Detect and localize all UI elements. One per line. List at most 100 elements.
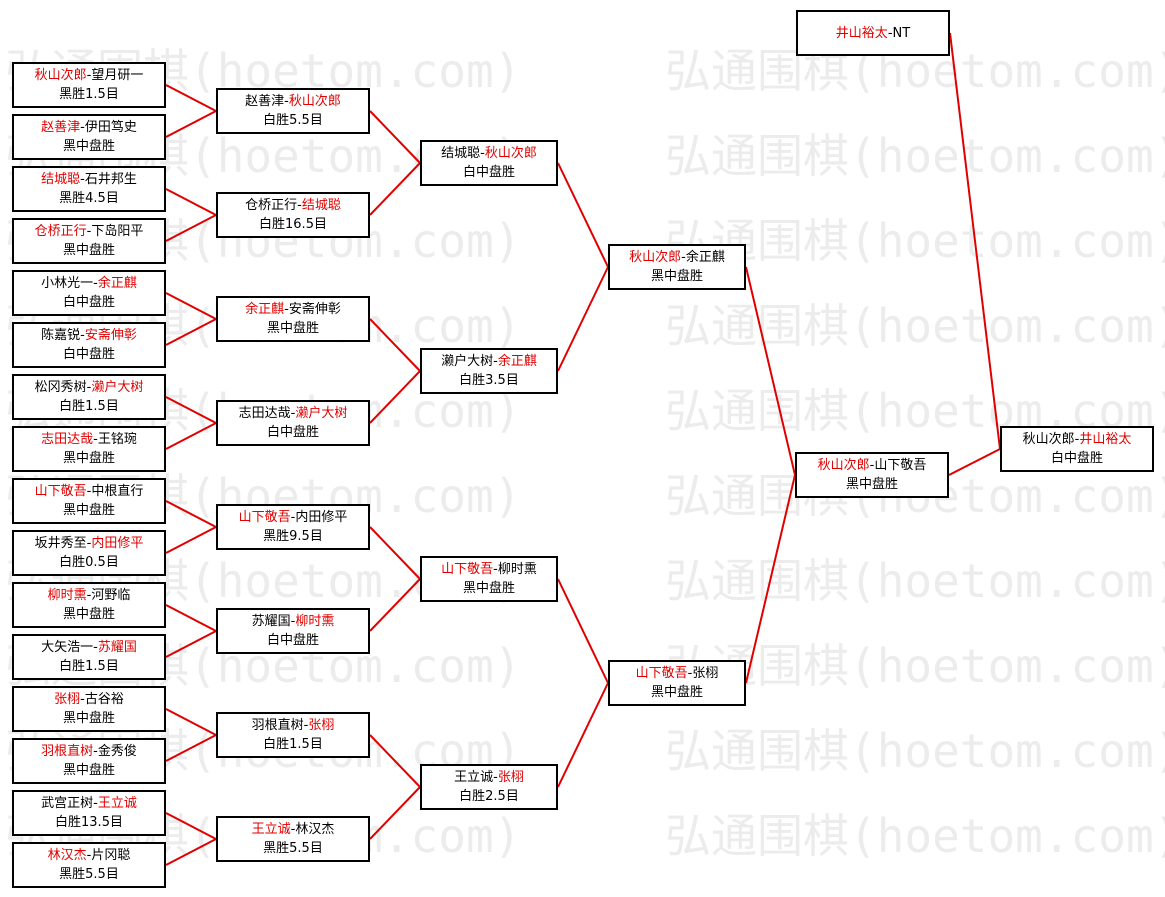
player-2: 片冈聪 — [91, 848, 131, 863]
match-result: 黑中盘胜 — [62, 503, 115, 518]
bracket-connector — [369, 370, 421, 424]
match-players: 陈嘉锐-安斋伸彰 — [41, 326, 137, 345]
match-box-round-2: 山下敬吾-内田修平 黑胜9.5目 — [216, 504, 370, 550]
match-result: 黑胜9.5目 — [263, 529, 323, 544]
player-1: 坂井秀至 — [34, 536, 87, 551]
match-box-round-2: 赵善津-秋山次郎 白胜5.5目 — [216, 88, 370, 134]
watermark-text: 弘通围棋(hoetom.com) — [665, 129, 1165, 183]
player-2: 望月研一 — [91, 68, 144, 83]
match-players: 苏耀国-柳时熏 — [252, 612, 335, 631]
bracket-connector — [165, 630, 217, 658]
separator: - — [93, 276, 98, 291]
player-2: 林汉杰 — [295, 822, 335, 837]
separator: - — [80, 120, 85, 135]
match-players: 结城聪-石井邦生 — [41, 170, 137, 189]
bracket-connector — [557, 578, 609, 684]
match-box-round-3: 结城聪-秋山次郎 白中盘胜 — [420, 140, 558, 186]
match-players: 王立诚-林汉杰 — [252, 820, 335, 839]
match-result: 黑胜5.5目 — [263, 841, 323, 856]
bracket-connector — [948, 448, 1001, 476]
match-players: 山下敬吾-中根直行 — [35, 482, 144, 501]
match-result: 黑胜4.5目 — [59, 191, 119, 206]
separator: - — [80, 172, 85, 187]
match-result: 黑中盘胜 — [650, 269, 703, 284]
player-1: 濑户大树 — [441, 354, 494, 369]
match-box-round-1: 武宫正树-王立诚 白胜13.5目 — [12, 790, 166, 836]
match-players: 坂井秀至-内田修平 — [35, 534, 144, 553]
player-2: 秋山次郎 — [484, 146, 537, 161]
player-2: 余正麒 — [497, 354, 537, 369]
separator: - — [297, 198, 302, 213]
match-result: 黑中盘胜 — [845, 477, 898, 492]
bracket-connector — [165, 812, 217, 840]
match-result: 黑中盘胜 — [62, 139, 115, 154]
player-2: 石井邦生 — [84, 172, 137, 187]
player-2: 安斋伸彰 — [288, 302, 341, 317]
bracket-connector — [369, 318, 421, 372]
separator: - — [303, 718, 309, 733]
player-1: 羽根直树 — [251, 718, 304, 733]
separator: - — [681, 250, 686, 265]
player-1: 陈嘉锐 — [41, 328, 81, 343]
player-1: 苏耀国 — [251, 614, 291, 629]
separator: - — [687, 666, 693, 681]
player-2: 濑户大树 — [91, 380, 144, 395]
match-players: 林汉杰-片冈聪 — [48, 846, 131, 865]
watermark-text: 弘通围棋(hoetom.com) — [665, 724, 1165, 778]
match-players: 志田达哉-王铭琬 — [41, 430, 137, 449]
player-2: 苏耀国 — [97, 640, 137, 655]
match-box-round-1: 陈嘉锐-安斋伸彰 白中盘胜 — [12, 322, 166, 368]
bracket-connector — [369, 786, 421, 840]
player-2: 柳时熏 — [295, 614, 335, 629]
match-players: 山下敬吾-柳时熏 — [441, 560, 537, 579]
match-box-round-1: 柳时熏-河野临 黑中盘胜 — [12, 582, 166, 628]
bracket-connector — [165, 396, 217, 424]
match-result: 白中盘胜 — [1050, 451, 1103, 466]
player-2: NT — [892, 25, 911, 41]
match-players: 志田达哉-濑户大树 — [239, 404, 348, 423]
player-1: 赵善津 — [245, 94, 285, 109]
player-2: 柳时熏 — [497, 562, 537, 577]
player-1: 仓桥正行 — [245, 198, 298, 213]
separator: - — [493, 562, 498, 577]
separator: - — [887, 25, 893, 41]
match-result: 白胜2.5目 — [459, 789, 519, 804]
seed-match-box: 井山裕太-NT — [796, 10, 950, 56]
match-result: 黑中盘胜 — [62, 763, 115, 778]
match-result: 白胜1.5目 — [263, 737, 323, 752]
match-box-round-3: 王立诚-张栩 白胜2.5目 — [420, 764, 558, 810]
watermark-text: 弘通围棋(hoetom.com) — [665, 214, 1165, 268]
match-box-round-1: 志田达哉-王铭琬 黑中盘胜 — [12, 426, 166, 472]
bracket-connector — [165, 838, 217, 866]
match-box-round-1: 结城聪-石井邦生黑胜4.5目 — [12, 166, 166, 212]
player-2: 中根直行 — [91, 484, 144, 499]
player-2: 山下敬吾 — [874, 458, 927, 473]
bracket-connector — [369, 110, 421, 164]
match-result: 白中盘胜 — [62, 295, 115, 310]
match-box-round-2: 仓桥正行-结城聪 白胜16.5目 — [216, 192, 370, 238]
player-1: 志田达哉 — [41, 432, 94, 447]
match-players: 武宫正树-王立诚 — [41, 794, 137, 813]
player-1: 赵善津 — [41, 120, 81, 135]
match-players: 羽根直树-金秀俊 — [41, 742, 137, 761]
match-players: 赵善津-伊田笃史 — [41, 118, 137, 137]
bracket-connector — [165, 734, 217, 762]
player-1: 山下敬吾 — [635, 666, 688, 681]
separator: - — [284, 302, 289, 317]
bracket-connector — [745, 474, 796, 684]
final-match-box: 秋山次郎-井山裕太 白中盘胜 — [1000, 426, 1154, 472]
bracket-connector — [557, 682, 609, 788]
match-result: 白中盘胜 — [266, 425, 319, 440]
bracket-connector — [165, 604, 217, 632]
match-box-round-1: 山下敬吾-中根直行黑中盘胜 — [12, 478, 166, 524]
player-1: 仓桥正行 — [34, 224, 87, 239]
player-1: 羽根直树 — [41, 744, 94, 759]
match-result: 白中盘胜 — [266, 633, 319, 648]
player-1: 秋山次郎 — [629, 250, 682, 265]
match-box-round-1: 林汉杰-片冈聪 黑胜5.5目 — [12, 842, 166, 888]
player-1: 秋山次郎 — [817, 458, 870, 473]
separator: - — [493, 770, 498, 785]
match-players: 大矢浩一-苏耀国 — [41, 638, 137, 657]
